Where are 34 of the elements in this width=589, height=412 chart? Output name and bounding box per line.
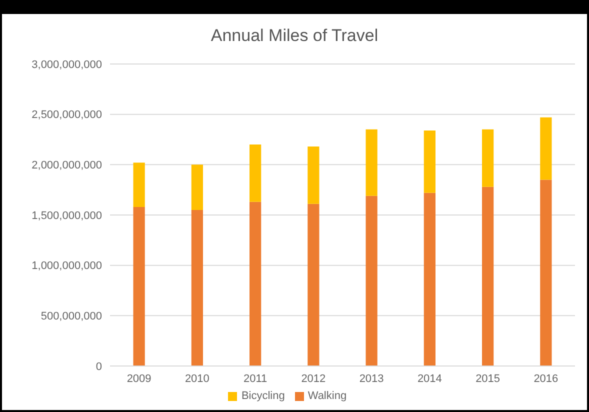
legend-label: Walking (308, 390, 347, 402)
legend-label: Bicycling (241, 390, 285, 402)
bar (424, 192, 436, 366)
x-tick-label: 2016 (534, 372, 558, 385)
bar (308, 204, 320, 366)
x-tick-label: 2015 (476, 372, 500, 385)
bar (424, 130, 436, 193)
bar (133, 162, 145, 207)
y-tick-label: 1,000,000,000 (32, 260, 102, 272)
bar (366, 129, 378, 196)
bar (482, 129, 494, 187)
chart-title: Annual Miles of Travel (210, 26, 380, 47)
bar (250, 144, 262, 202)
bar (191, 164, 203, 210)
bar (250, 202, 262, 366)
x-tick-label: 2011 (243, 372, 268, 385)
x-tick-label: 2013 (359, 372, 384, 385)
y-tick-label: 2,500,000,000 (32, 109, 102, 122)
x-tick-label: 2014 (417, 372, 442, 385)
y-tick-label: 0 (96, 360, 102, 373)
x-tick-label: 2009 (126, 372, 152, 385)
bar (191, 210, 203, 366)
bar (540, 117, 552, 180)
y-tick-label: 500,000,000 (40, 310, 102, 323)
x-tick-label: 2012 (301, 372, 326, 385)
bar (540, 180, 552, 366)
bar (133, 206, 145, 366)
bar (366, 196, 378, 366)
bar (482, 186, 494, 366)
bar (308, 146, 320, 204)
y-tick-label: 3,000,000,000 (32, 58, 102, 71)
y-tick-label: 1,500,000,000 (32, 210, 102, 222)
x-tick-label: 2010 (184, 372, 210, 385)
y-tick-label: 2,000,000,000 (32, 160, 102, 172)
